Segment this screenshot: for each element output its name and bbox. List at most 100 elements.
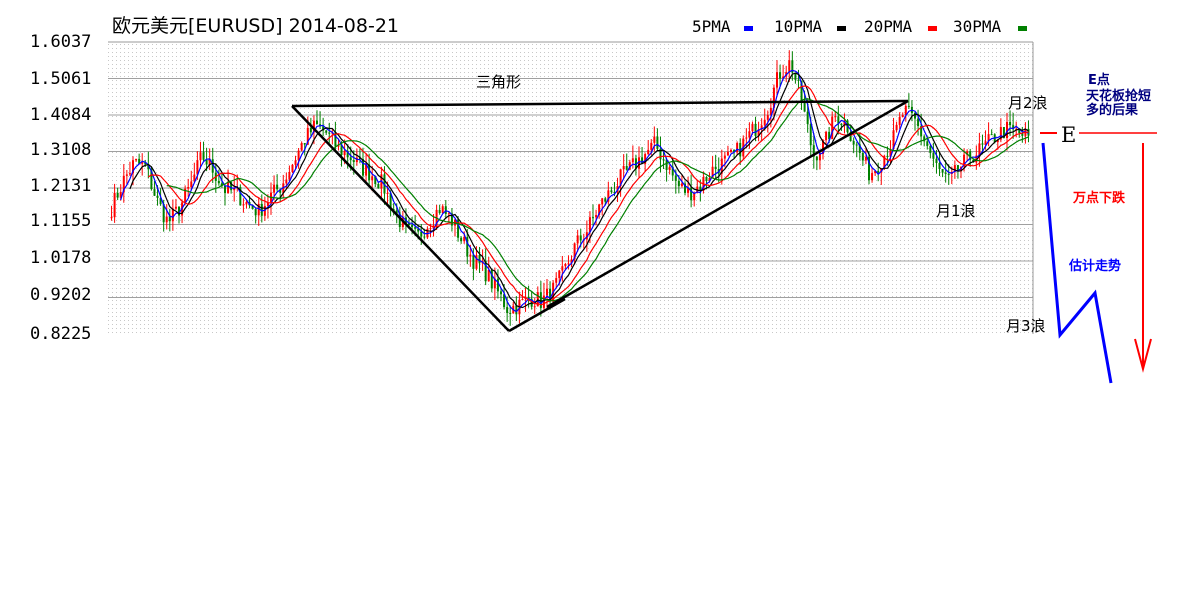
candle-body xyxy=(917,118,920,127)
candle-body xyxy=(920,126,923,137)
candle-body xyxy=(788,60,791,73)
candle-body xyxy=(999,127,1002,140)
candle-body xyxy=(515,305,518,315)
candle-body xyxy=(677,180,680,187)
candle-body xyxy=(699,186,702,191)
candle-body xyxy=(668,166,671,170)
candle-body xyxy=(901,115,904,118)
candle-body xyxy=(889,149,892,157)
legend-swatch-30pma xyxy=(1018,26,1027,31)
annotation-wave-2: 月2浪 xyxy=(1008,94,1048,112)
candle-body xyxy=(907,105,910,107)
candle-body xyxy=(610,190,613,192)
candle-body xyxy=(132,160,134,174)
candle-body xyxy=(984,141,987,145)
candle-body xyxy=(346,150,349,158)
candle-body xyxy=(653,136,656,143)
candle-body xyxy=(263,205,266,216)
candle-body xyxy=(898,117,901,125)
chart-title: 欧元美元[EURUSD] 2014-08-21 xyxy=(112,15,399,37)
candle-body xyxy=(322,126,325,131)
candle-body xyxy=(303,143,306,145)
candle-body xyxy=(622,166,625,170)
legend-label-30pma: 30PMA xyxy=(953,17,1002,36)
candle-body xyxy=(996,139,999,143)
candle-body xyxy=(708,178,711,182)
candle-body xyxy=(877,170,880,173)
analysis-lines xyxy=(291,99,1157,384)
candle-body xyxy=(726,151,729,156)
candle-body xyxy=(674,175,677,181)
candle-body xyxy=(776,72,778,88)
candle-body xyxy=(171,208,174,222)
candle-body xyxy=(371,176,374,181)
legend-label-5pma: 5PMA xyxy=(692,17,731,36)
candle-body xyxy=(159,197,162,205)
candle-body xyxy=(763,119,766,126)
candle-body xyxy=(506,307,509,313)
candle-body xyxy=(343,150,346,156)
candle-body xyxy=(429,228,432,230)
candle-body xyxy=(478,255,481,264)
candle-body xyxy=(165,216,168,223)
annotation-e-point: E点 xyxy=(1088,72,1110,88)
candle-body xyxy=(309,127,312,133)
candle-body xyxy=(825,131,828,141)
candle-body xyxy=(174,206,177,209)
candle-body xyxy=(509,312,512,314)
candle-body xyxy=(438,209,441,214)
candle-body xyxy=(257,203,260,216)
candle-body xyxy=(1002,127,1005,139)
candle-body xyxy=(450,213,453,226)
candle-body xyxy=(604,198,607,202)
candle-body xyxy=(613,191,616,193)
candle-body xyxy=(374,176,377,185)
candle-body xyxy=(1009,121,1012,126)
annotation-wave-3: 月3浪 xyxy=(1006,317,1046,335)
candle-body xyxy=(196,160,199,175)
candle-body xyxy=(135,158,138,161)
downtrend-line xyxy=(291,105,510,332)
candle-body xyxy=(828,131,831,140)
candle-body xyxy=(503,294,506,308)
candle-body xyxy=(141,162,144,164)
candle-body xyxy=(156,195,159,198)
candle-body xyxy=(923,136,926,142)
candle-body xyxy=(1018,128,1021,134)
candle-body xyxy=(806,111,809,124)
candle-body xyxy=(671,166,674,176)
uptrend-line xyxy=(546,99,909,309)
annotation-forecast: 估计走势 xyxy=(1068,258,1121,274)
candle-body xyxy=(779,72,782,79)
candle-body xyxy=(769,107,772,116)
candle-body xyxy=(466,236,469,257)
candle-body xyxy=(110,217,113,219)
candle-body xyxy=(533,306,536,308)
candle-body xyxy=(116,192,119,198)
candle-body xyxy=(144,162,147,165)
candle-body xyxy=(705,177,708,182)
candle-body xyxy=(463,236,466,242)
candle-body xyxy=(561,266,564,271)
candle-body xyxy=(199,152,202,161)
candle-body xyxy=(484,261,487,282)
candle-body xyxy=(757,129,760,136)
candle-body xyxy=(665,159,668,170)
candle-body xyxy=(904,105,907,116)
candle-body xyxy=(598,204,601,216)
annotation-triangle: 三角形 xyxy=(476,73,521,91)
candle-body xyxy=(644,154,647,164)
candle-body xyxy=(558,270,561,279)
candle-body xyxy=(423,236,426,238)
y-tick-label: 0.8225 xyxy=(30,324,91,344)
candle-body xyxy=(251,205,254,210)
candle-body xyxy=(276,184,279,190)
candle-body xyxy=(297,150,300,161)
candle-body xyxy=(858,144,861,153)
candle-body xyxy=(536,292,539,307)
candle-body xyxy=(647,149,650,155)
candle-body xyxy=(242,204,245,206)
candle-body xyxy=(224,185,226,194)
candle-body xyxy=(631,158,634,163)
candle-body xyxy=(693,193,696,201)
